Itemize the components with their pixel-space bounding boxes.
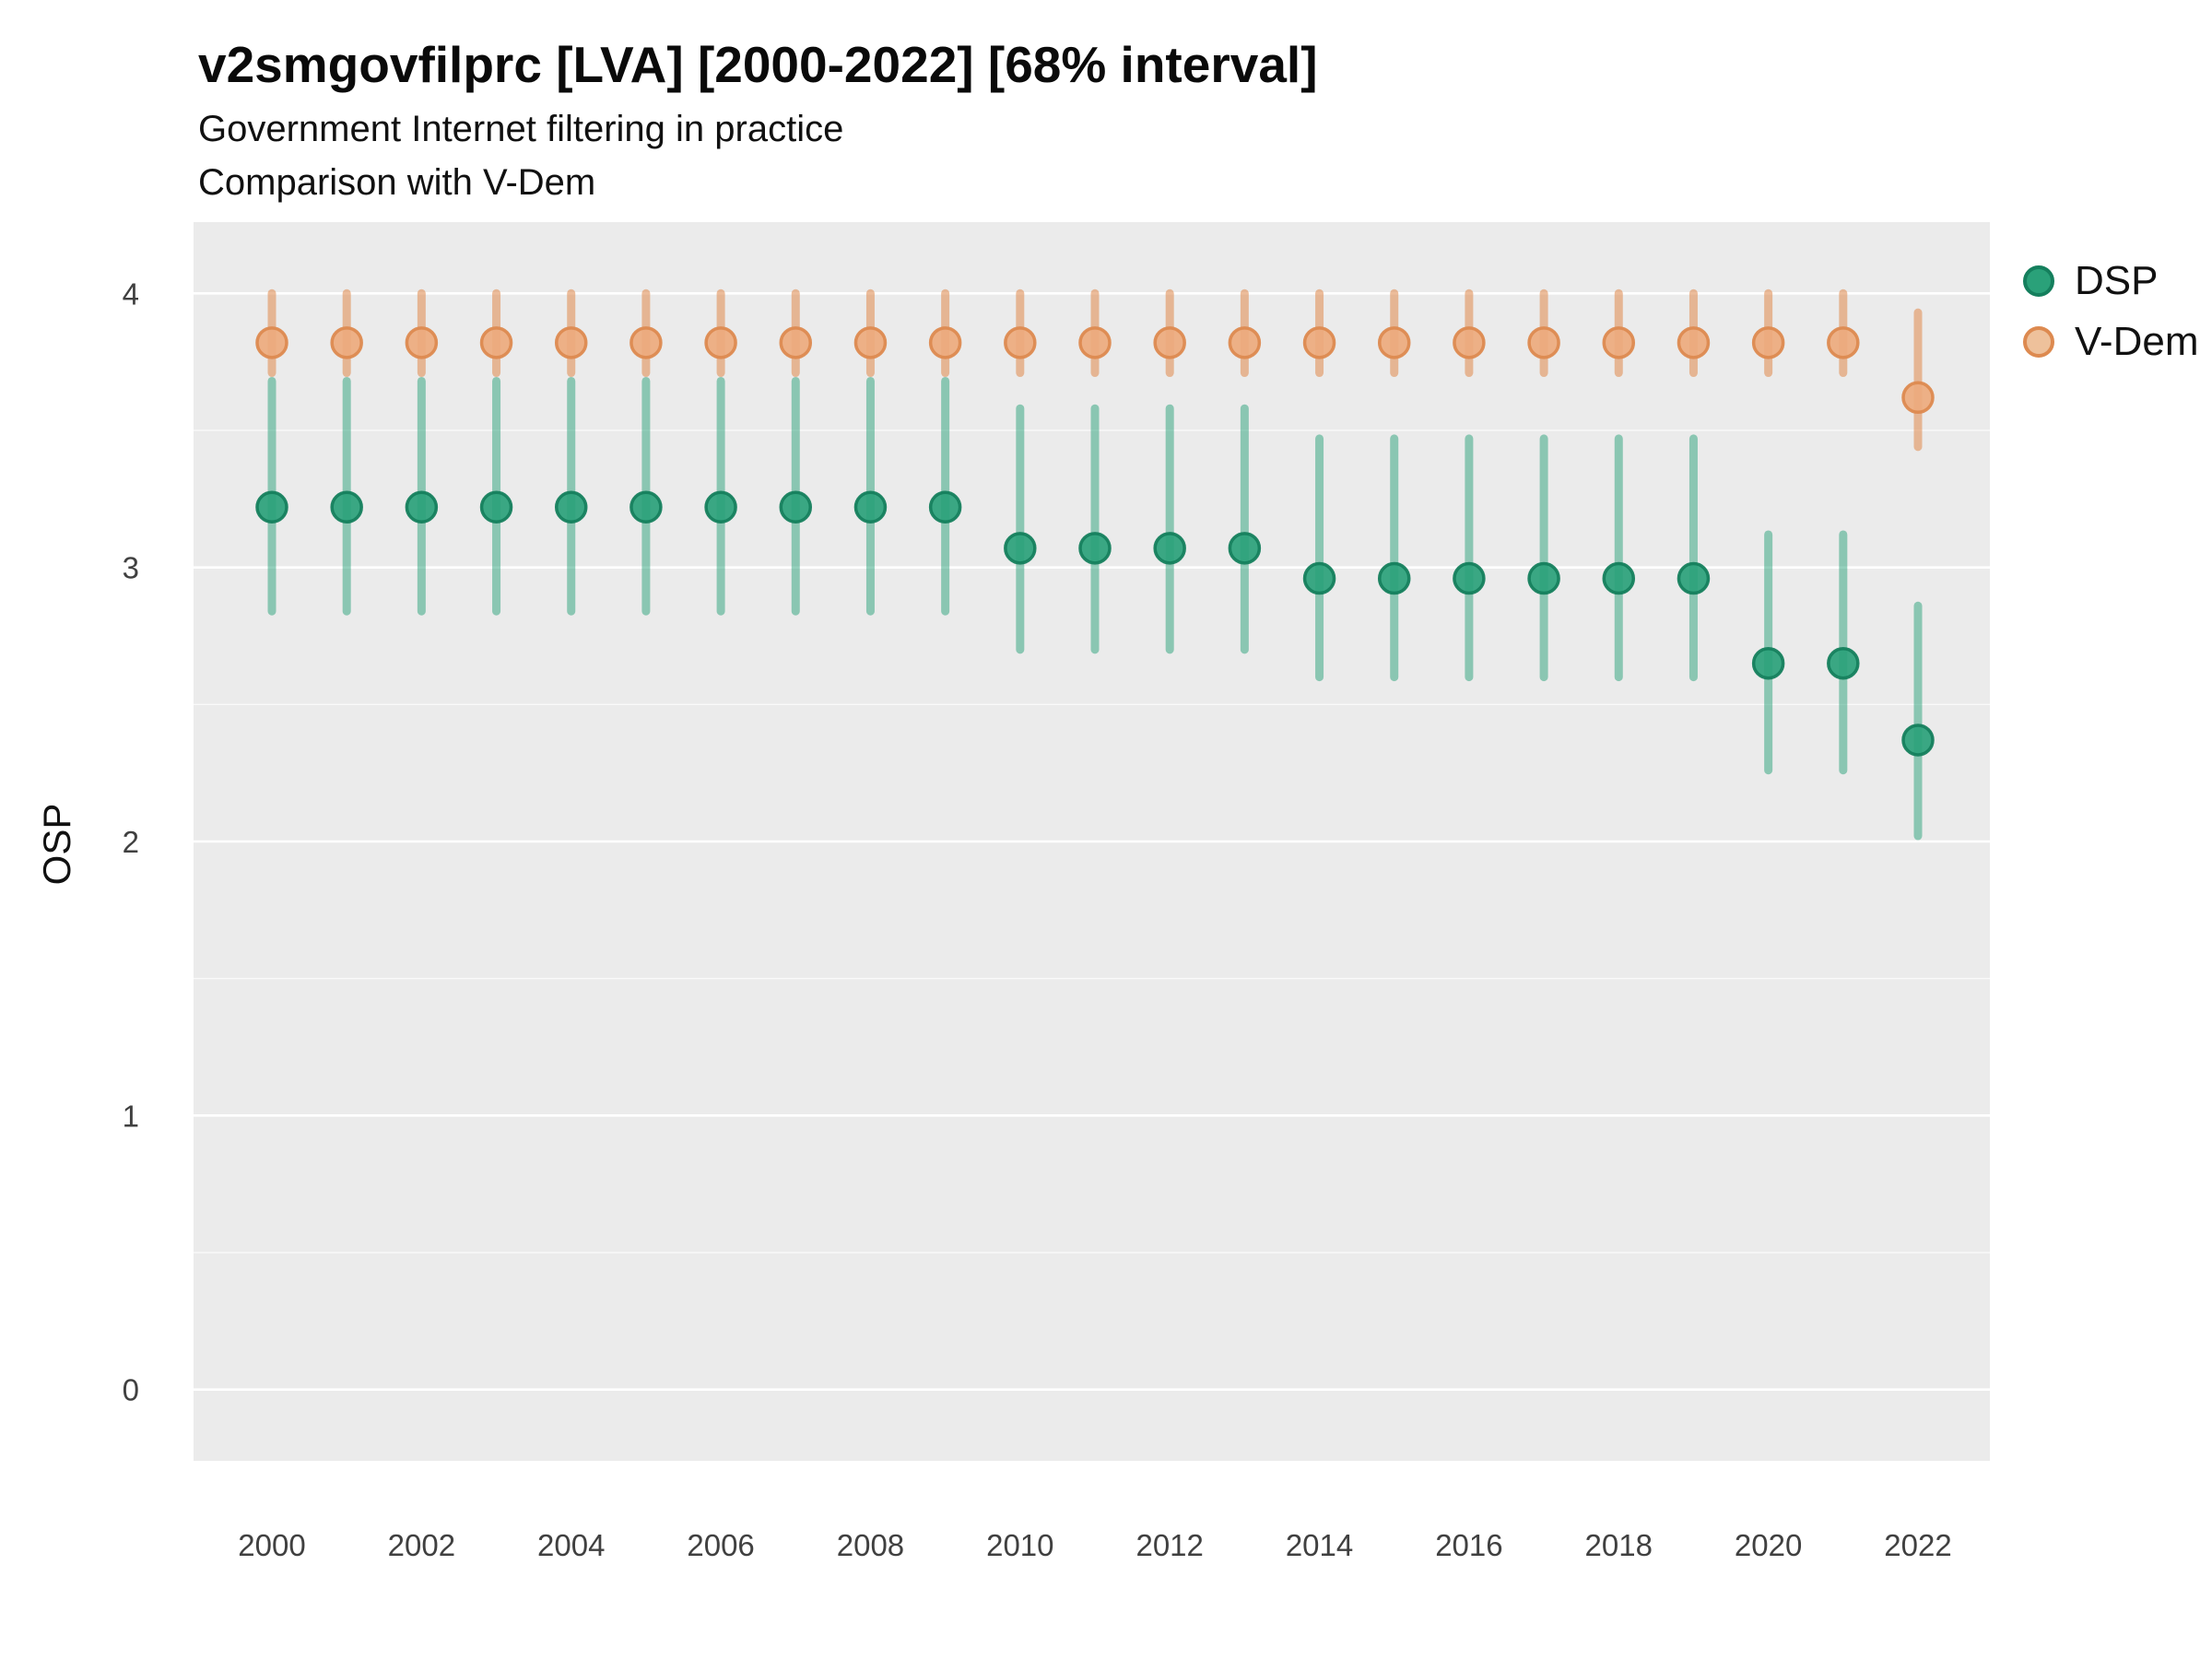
x-axis-tick-label: 2008 (837, 1528, 904, 1562)
data-point (1602, 326, 1636, 359)
data-point (1827, 326, 1860, 359)
data-point (1302, 326, 1336, 359)
data-point (1527, 326, 1560, 359)
data-point (1228, 532, 1262, 565)
data-point (1751, 646, 1785, 680)
chart-subtitle-line1: Government Internet filtering in practic… (198, 109, 844, 149)
y-axis-tick-label: 4 (123, 276, 139, 311)
data-point (853, 326, 888, 359)
data-point (1602, 561, 1636, 595)
data-point (1078, 532, 1112, 565)
data-point (1078, 326, 1112, 359)
data-point (1677, 326, 1711, 359)
x-axis-tick-label: 2016 (1435, 1528, 1502, 1562)
data-point (704, 490, 737, 524)
data-point (629, 326, 663, 359)
data-point (1153, 326, 1186, 359)
data-point (330, 326, 363, 359)
data-point (1751, 326, 1785, 359)
x-axis-tick-label: 2020 (1735, 1528, 1802, 1562)
data-point (1827, 646, 1860, 680)
data-point (1004, 532, 1037, 565)
legend-label-dsp: DSP (2075, 258, 2159, 303)
data-point (255, 326, 288, 359)
data-point (1453, 326, 1486, 359)
data-point (1004, 326, 1037, 359)
y-axis-tick-label: 3 (123, 551, 139, 585)
data-point (1901, 381, 1935, 415)
data-point (1302, 561, 1336, 595)
data-point (704, 326, 737, 359)
x-axis-tick-label: 2010 (986, 1528, 1053, 1562)
data-point (479, 490, 513, 524)
data-point (405, 326, 439, 359)
legend-label-vdem: V-Dem (2075, 319, 2199, 364)
data-point (1901, 724, 1935, 757)
x-axis-tick-label: 2022 (1884, 1528, 1951, 1562)
legend-item-dsp: DSP (2023, 251, 2198, 312)
data-point (405, 490, 439, 524)
x-axis-tick-label: 2014 (1286, 1528, 1353, 1562)
data-point (779, 326, 813, 359)
data-point (1377, 561, 1411, 595)
data-point (1153, 532, 1186, 565)
data-point (1527, 561, 1560, 595)
x-axis-tick-label: 2018 (1585, 1528, 1653, 1562)
data-point (1453, 561, 1486, 595)
x-axis-tick-label: 2012 (1135, 1528, 1203, 1562)
y-axis-label: OSP (35, 803, 78, 886)
data-point (629, 490, 663, 524)
data-point (255, 490, 288, 524)
data-point (1228, 326, 1262, 359)
x-axis-tick-label: 2000 (238, 1528, 305, 1562)
data-point (554, 490, 588, 524)
data-point (554, 326, 588, 359)
x-axis-tick-label: 2006 (687, 1528, 754, 1562)
x-axis-tick-label: 2004 (537, 1528, 605, 1562)
y-axis-tick-label: 0 (123, 1373, 139, 1407)
legend-swatch-vdem-icon (2023, 326, 2054, 358)
data-point (479, 326, 513, 359)
x-axis-tick-label: 2002 (388, 1528, 455, 1562)
data-point (330, 490, 363, 524)
data-point (1377, 326, 1411, 359)
legend: DSP V-Dem (2023, 251, 2198, 372)
chart-title: v2smgovfilprc [LVA] [2000-2022] [68% int… (198, 36, 1318, 93)
data-point (1677, 561, 1711, 595)
chart-subtitle-line2: Comparison with V-Dem (198, 162, 596, 203)
data-point (779, 490, 813, 524)
legend-swatch-dsp-icon (2023, 265, 2054, 297)
y-axis-tick-label: 2 (123, 825, 139, 859)
data-point (853, 490, 888, 524)
data-point (928, 326, 962, 359)
data-point (928, 490, 962, 524)
y-axis-tick-label: 1 (123, 1099, 139, 1133)
legend-item-vdem: V-Dem (2023, 312, 2198, 372)
